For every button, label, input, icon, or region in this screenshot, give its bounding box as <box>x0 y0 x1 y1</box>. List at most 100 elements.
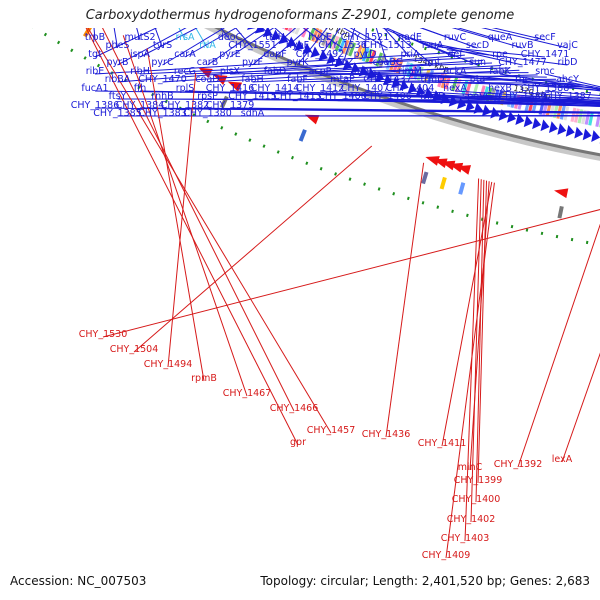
gene-label: CHY_1407 <box>341 83 390 94</box>
feature-stripe <box>238 0 247 9</box>
gene-label: ruvC <box>444 32 467 43</box>
leader-line <box>297 28 328 66</box>
gene-label: CHY_1404 <box>386 83 435 94</box>
leader-line <box>522 81 600 92</box>
leader-line <box>102 28 295 412</box>
inner-tick <box>377 187 381 191</box>
gene-label: CHY_1513 <box>363 40 412 51</box>
gene-label: pyrB <box>106 57 128 68</box>
feature-stripe <box>291 28 297 34</box>
leader-line <box>383 28 411 58</box>
gene-label: pta <box>470 74 486 85</box>
gene-label: CHY_1492 <box>296 49 345 60</box>
inner-tick <box>220 126 224 130</box>
gene-label: mtaP <box>330 74 355 85</box>
cds-arrow <box>582 128 592 141</box>
leader-line <box>184 28 237 58</box>
cds-arrow <box>200 0 210 7</box>
reverse-feature-mark <box>220 95 229 109</box>
gene-label: recG <box>174 66 196 77</box>
inner-tick <box>291 155 294 160</box>
gene-label: CHY_1416 <box>206 83 255 94</box>
gene-label: CHY_1471 <box>521 49 570 60</box>
cds-arrow <box>490 106 500 119</box>
cds-arrow <box>540 119 550 132</box>
gene-label: CHY_1467 <box>223 388 272 399</box>
leader-line <box>454 73 600 90</box>
gene-label: CHY_1389 <box>498 91 547 102</box>
reverse-cds-arrow <box>227 81 243 92</box>
inner-tick <box>555 234 559 239</box>
gene-label: CHY_1399 <box>454 475 503 486</box>
cds-arrow <box>565 124 575 137</box>
inner-tick <box>392 192 396 196</box>
leader-line <box>470 179 482 523</box>
genome-title: Carboxydothermus hydrogenoformans Z-2901… <box>85 8 515 23</box>
outer-tick <box>320 8 321 11</box>
gene-label: CHY_1411 <box>418 438 467 449</box>
leader-line <box>319 90 600 105</box>
gene-label: smc <box>535 66 554 77</box>
feature-stripe <box>284 28 289 31</box>
leader-line <box>481 28 568 49</box>
leader-line <box>451 28 523 49</box>
feature-stripe <box>278 14 286 28</box>
leader-line <box>522 98 600 104</box>
gene-label: pyrK <box>287 57 310 68</box>
outer-tick <box>359 24 360 27</box>
gene-label: tgt <box>88 49 102 60</box>
feature-stripe <box>334 37 343 52</box>
leader-line <box>85 28 299 446</box>
gene-label: ackA <box>443 66 467 77</box>
inner-tick <box>406 196 410 201</box>
inner-tick <box>32 28 33 29</box>
leader-line <box>445 182 495 559</box>
gene-label: secF <box>534 32 555 43</box>
inner-tick <box>451 209 454 214</box>
inner-tick <box>305 161 309 166</box>
feature-stripe <box>549 103 556 118</box>
feature-stripe <box>248 0 257 14</box>
inner-tick <box>466 213 469 218</box>
gene-label: trmD <box>420 74 444 85</box>
gene-label: CHY_1408 <box>318 91 367 102</box>
gene-label: ftsY <box>109 91 127 102</box>
leader-line <box>446 49 568 66</box>
leader-line <box>319 28 341 58</box>
cds-arrow <box>523 115 533 128</box>
feature-stripe <box>365 48 373 63</box>
gene-label: rplS <box>176 83 195 94</box>
feature-stripe <box>268 9 277 23</box>
reverse-cds-arrow <box>425 156 440 166</box>
gene-label: CHY_1457 <box>307 425 356 436</box>
gene-label: rpoZ <box>331 57 354 68</box>
leader-line <box>454 90 600 102</box>
feature-stripe <box>471 83 479 98</box>
cds-arrow <box>302 43 312 55</box>
gene-label: ahcY <box>556 74 579 85</box>
leader-line <box>184 62 493 75</box>
gene-label: fabG <box>354 66 377 77</box>
gene-label: CHY_1536 <box>318 40 367 51</box>
cds-arrow <box>465 99 475 112</box>
accession-label: Accession: NC_007503 <box>10 574 147 588</box>
cds-arrow <box>399 79 409 91</box>
gene-label: vajC <box>557 40 578 51</box>
cds-arrow <box>532 117 542 130</box>
outer-tick <box>410 42 414 46</box>
leader-line <box>139 28 198 58</box>
gene-label: pheS <box>106 40 130 51</box>
gene-label: ffh <box>134 83 147 94</box>
gene-label: sun <box>469 57 486 68</box>
inner-tick <box>151 92 155 97</box>
cds-arrow <box>326 52 336 65</box>
gene-label: CHY_1384 <box>116 100 165 111</box>
outer-tick <box>424 46 427 51</box>
cds-arrow <box>515 113 525 125</box>
inner-tick <box>83 56 87 60</box>
feature-stripe <box>235 0 244 8</box>
gene-label: hexA <box>443 83 467 94</box>
feature-stripe <box>375 52 384 67</box>
gene-label: CHY_1400 <box>452 494 501 505</box>
